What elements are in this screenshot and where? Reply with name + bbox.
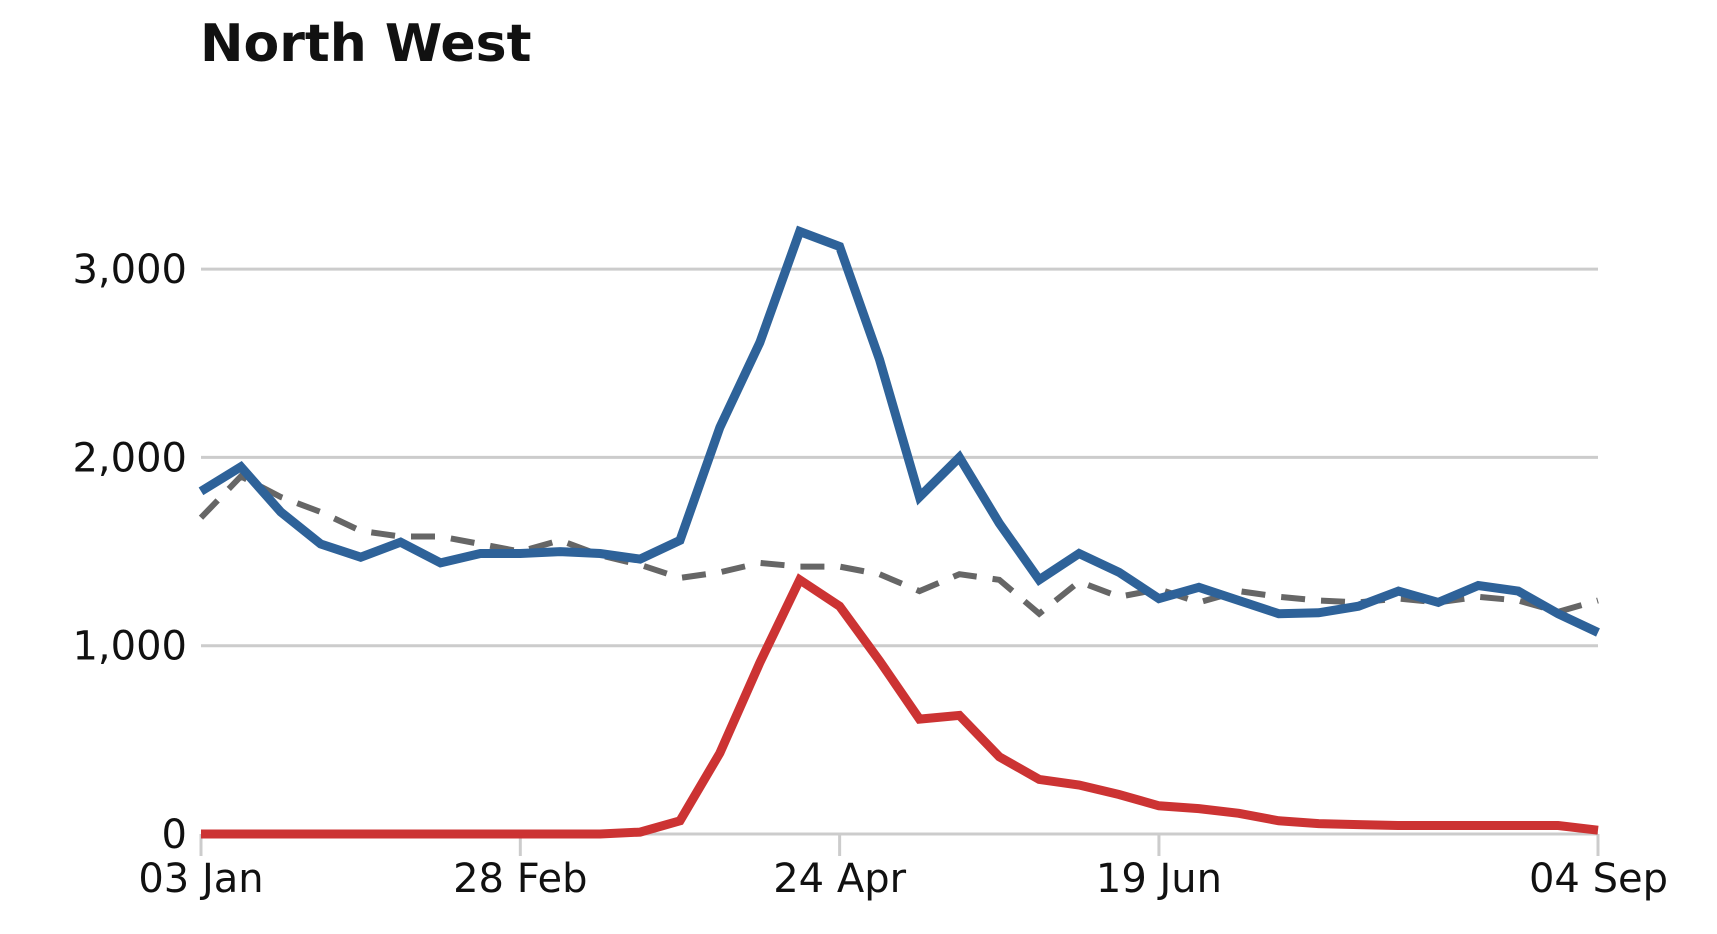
x-tick-label: 24 Apr [773, 856, 906, 902]
x-tick-label: 19 Jun [1096, 856, 1222, 902]
y-tick-label: 1,000 [72, 624, 187, 670]
x-tick-label: 28 Feb [453, 856, 587, 902]
series-lines [198, 225, 1600, 839]
gridlines [201, 267, 1598, 648]
y-axis: 0 1,000 2,000 3,000 [72, 247, 187, 858]
series-line-covid-deaths [201, 573, 1599, 839]
series-line-deaths-all-causes [198, 225, 1600, 637]
y-tick-label: 3,000 [72, 247, 187, 293]
x-axis: 03 Jan 28 Feb 24 Apr 19 Jun 04 Sep [138, 832, 1668, 902]
y-tick-label: 2,000 [72, 435, 187, 481]
y-tick-label: 0 [162, 812, 187, 858]
chart-title: North West [200, 14, 532, 74]
x-tick-label: 03 Jan [138, 856, 263, 902]
x-tick-label: 04 Sep [1529, 856, 1668, 902]
